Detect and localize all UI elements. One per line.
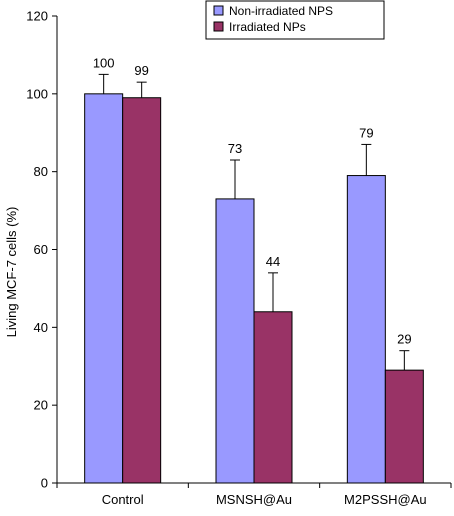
legend-label: Irradiated NPs bbox=[229, 20, 306, 34]
category-label: MSNSH@Au bbox=[216, 492, 292, 507]
data-label: 99 bbox=[134, 63, 148, 78]
bar bbox=[253, 311, 293, 484]
data-label: 73 bbox=[228, 141, 242, 156]
y-tick-label: 80 bbox=[34, 164, 48, 179]
bar bbox=[84, 93, 124, 484]
data-label: 100 bbox=[93, 55, 115, 70]
plot-area: 0 20 40 60 80 100 120 100 99 Control 73 44 MSNSH@Au 7… bbox=[26, 9, 452, 507]
y-tick-label: 40 bbox=[34, 320, 48, 335]
bar bbox=[122, 97, 162, 484]
y-axis-title-group: Living MCF-7 cells (%) bbox=[4, 207, 19, 338]
legend-swatch bbox=[213, 5, 224, 16]
legend-label: Non-irradiated NPS bbox=[229, 4, 333, 18]
bar bbox=[346, 175, 386, 484]
data-label: 79 bbox=[359, 125, 373, 140]
data-label: 29 bbox=[397, 332, 411, 347]
bar bbox=[384, 369, 424, 484]
y-tick-label: 120 bbox=[26, 9, 48, 24]
legend: Non-irradiated NPS Irradiated NPs bbox=[205, 0, 385, 40]
y-tick-label: 20 bbox=[34, 398, 48, 413]
legend-box bbox=[205, 0, 385, 40]
y-tick-label: 60 bbox=[34, 242, 48, 257]
category-label: M2PSSH@Au bbox=[344, 492, 427, 507]
y-tick-label: 0 bbox=[41, 476, 48, 491]
category-label: Control bbox=[102, 492, 144, 507]
y-axis-label: Living MCF-7 cells (%) bbox=[4, 207, 19, 338]
bar bbox=[215, 198, 255, 484]
legend-swatch bbox=[213, 21, 224, 32]
data-label: 44 bbox=[266, 254, 280, 269]
y-tick-label: 100 bbox=[26, 86, 48, 101]
